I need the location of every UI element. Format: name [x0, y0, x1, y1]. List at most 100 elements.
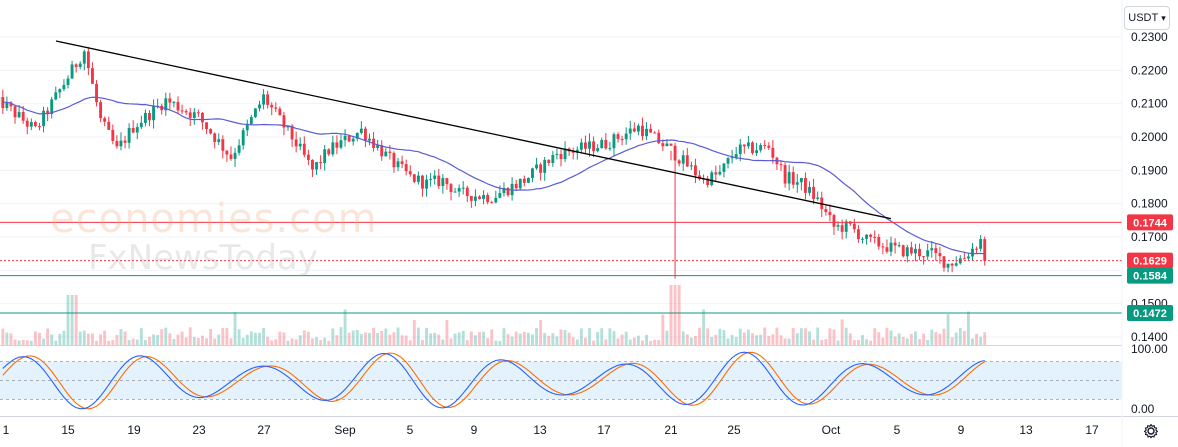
volume-bar: [21, 339, 25, 345]
candle: [62, 79, 66, 92]
candle: [620, 135, 624, 146]
candle: [5, 96, 9, 111]
candle: [592, 136, 596, 158]
trendline[interactable]: [55, 40, 892, 220]
volume-bar: [893, 336, 897, 345]
candle: [21, 105, 25, 124]
stochastic-k-line: [2, 351, 985, 410]
volume-bar: [645, 334, 648, 345]
volume-bar: [885, 327, 889, 345]
volume-bar: [559, 329, 563, 345]
candle: [930, 241, 934, 258]
volume-bar: [808, 331, 811, 345]
volume-bar: [873, 328, 877, 345]
volume-bar: [755, 335, 758, 345]
candle: [363, 126, 367, 148]
price-axis[interactable]: 0.2300 0.2200 0.2100 0.2000 0.1900 0.1800 0.17…: [1131, 30, 1168, 344]
candle: [775, 156, 779, 170]
time-tick-label: 19: [127, 423, 141, 437]
candle: [192, 107, 196, 125]
time-tick-label: 17: [1085, 423, 1099, 437]
currency-selector[interactable]: USDT ▾: [1124, 6, 1170, 30]
candle: [188, 107, 192, 126]
candle: [771, 140, 775, 164]
volume-bar: [319, 339, 323, 345]
price-tag-label: 0.1584: [1133, 271, 1168, 283]
candle: [241, 127, 245, 150]
candle: [975, 246, 979, 254]
volume-bar: [547, 335, 551, 345]
volume-bar: [746, 329, 750, 345]
price-tick-label: 0.1400: [1131, 330, 1168, 344]
volume-bar: [604, 339, 608, 345]
volume-bar: [555, 336, 559, 345]
volume-bar: [278, 331, 282, 345]
volume-bar: [694, 335, 697, 345]
candle: [359, 121, 363, 135]
candle: [355, 132, 359, 142]
candle: [421, 174, 424, 197]
volume-bar: [441, 339, 445, 345]
candle: [873, 230, 877, 244]
volume-bar: [832, 329, 836, 345]
candle: [885, 239, 889, 254]
candle: [946, 263, 950, 273]
volume-bar: [751, 333, 754, 345]
candle: [245, 119, 249, 137]
volume-bar: [237, 329, 241, 345]
volume-bar: [767, 335, 771, 345]
volume-bar: [127, 340, 131, 345]
volume-bar: [180, 331, 184, 345]
candle: [473, 189, 477, 207]
candle: [897, 242, 901, 248]
volume-bar: [914, 331, 917, 345]
volume-bar: [681, 331, 685, 345]
volume-bar: [262, 328, 266, 345]
candle: [714, 165, 718, 182]
volume-bar: [225, 328, 229, 345]
volume-bar: [636, 335, 640, 345]
volume-bar: [543, 333, 547, 345]
candle: [628, 120, 632, 140]
time-axis[interactable]: 1 15 19 23 27 Sep 5 9 13 17 21 25 Oct 5 9 13 17: [0, 416, 1178, 438]
price-tick-label: 0.2100: [1131, 97, 1168, 111]
volume-bar: [425, 327, 428, 345]
volume-bar: [983, 332, 987, 345]
volume-bar: [376, 333, 380, 345]
volume-bar: [938, 333, 942, 345]
candle: [139, 115, 143, 130]
candle: [91, 62, 94, 84]
volume-bar: [799, 328, 803, 345]
volume-bar: [473, 335, 477, 345]
candle: [266, 90, 270, 109]
volume-bar: [123, 331, 127, 345]
volume-bar: [812, 339, 816, 345]
volume-bar: [689, 337, 693, 345]
volume-bar: [612, 331, 616, 345]
settings-button[interactable]: [1140, 420, 1162, 442]
candle: [270, 102, 274, 116]
volume-bar: [461, 330, 465, 345]
volume-bar: [323, 337, 327, 345]
volume-bar: [848, 333, 852, 345]
stochastic-panel[interactable]: 100.00 0.00: [0, 342, 1168, 416]
candle: [840, 219, 844, 240]
candle: [812, 178, 816, 205]
volume-bar: [465, 340, 469, 345]
volume-bar: [730, 334, 734, 345]
candle: [632, 122, 636, 133]
volume-bar: [624, 331, 628, 345]
volume-bar: [241, 337, 245, 345]
volume-bar: [478, 332, 481, 345]
volume-bar: [567, 332, 571, 345]
volume-bar: [131, 338, 135, 345]
volume-bar: [661, 314, 665, 345]
volume-bar: [950, 337, 954, 345]
candle: [396, 157, 400, 172]
volume-bar: [78, 331, 82, 345]
candle: [119, 132, 123, 151]
candle: [494, 190, 498, 204]
volume-bar: [196, 338, 200, 345]
